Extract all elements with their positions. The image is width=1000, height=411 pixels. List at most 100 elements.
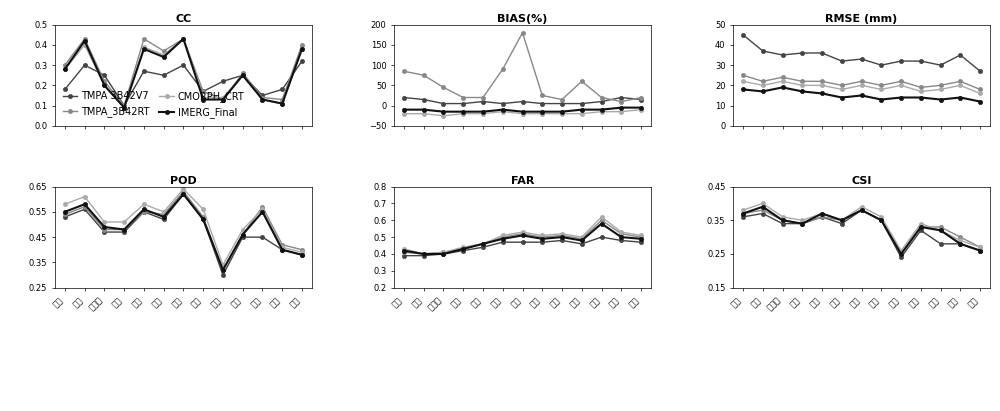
TMPA 3B42V7 [875,62,887,67]
TMPA_3B42RT [158,48,170,53]
IMERG_Final [497,236,509,241]
TMPA 3B42V7 [974,69,986,74]
IMERG_Final [615,105,627,110]
TMPA 3B42V7 [398,253,410,258]
CMORPH_CRT [217,263,229,268]
IMERG_Final [576,107,588,112]
TMPA_3B42RT [256,204,268,209]
TMPA_3B42RT [615,231,627,236]
TMPA_3B42RT [556,97,568,102]
TMPA_3B42RT [536,235,548,240]
IMERG_Final [836,95,848,100]
IMERG_Final [98,83,110,88]
IMERG_Final [895,252,907,256]
TMPA_3B42RT [777,218,789,223]
TMPA 3B42V7 [816,215,828,219]
TMPA_3B42RT [197,215,209,219]
IMERG_Final [256,97,268,102]
CMORPH_CRT [296,46,308,51]
CMORPH_CRT [177,36,189,41]
Line: TMPA_3B42RT: TMPA_3B42RT [741,208,982,256]
Title: CSI: CSI [851,176,872,186]
TMPA 3B42V7 [777,53,789,58]
TMPA_3B42RT [915,85,927,90]
IMERG_Final [915,95,927,100]
TMPA_3B42RT [737,211,749,216]
TMPA_3B42RT [79,36,91,41]
CMORPH_CRT [895,248,907,253]
CMORPH_CRT [158,209,170,214]
Line: TMPA 3B42V7: TMPA 3B42V7 [63,192,304,277]
IMERG_Final [79,38,91,43]
CMORPH_CRT [615,109,627,114]
TMPA 3B42V7 [556,238,568,243]
IMERG_Final [895,95,907,100]
CMORPH_CRT [556,231,568,236]
CMORPH_CRT [954,238,966,243]
TMPA 3B42V7 [497,240,509,245]
CMORPH_CRT [777,215,789,219]
TMPA 3B42V7 [556,101,568,106]
IMERG_Final [276,101,288,106]
TMPA 3B42V7 [516,99,528,104]
TMPA_3B42RT [516,231,528,236]
TMPA_3B42RT [398,250,410,255]
TMPA 3B42V7 [237,73,249,78]
TMPA_3B42RT [418,73,430,78]
IMERG_Final [59,209,71,214]
TMPA 3B42V7 [576,241,588,246]
TMPA 3B42V7 [418,97,430,102]
TMPA 3B42V7 [477,245,489,250]
IMERG_Final [118,227,130,232]
CMORPH_CRT [816,211,828,216]
CMORPH_CRT [915,89,927,94]
TMPA_3B42RT [836,218,848,223]
CMORPH_CRT [536,111,548,116]
IMERG_Final [777,85,789,90]
TMPA_3B42RT [796,79,808,84]
TMPA 3B42V7 [796,51,808,55]
IMERG_Final [856,208,868,212]
CMORPH_CRT [197,95,209,100]
TMPA 3B42V7 [576,101,588,106]
Line: TMPA_3B42RT: TMPA_3B42RT [741,73,982,92]
CMORPH_CRT [576,111,588,116]
TMPA 3B42V7 [217,272,229,277]
IMERG_Final [457,247,469,252]
TMPA 3B42V7 [757,211,769,216]
TMPA_3B42RT [118,227,130,232]
IMERG_Final [138,46,150,51]
IMERG_Final [296,46,308,51]
CMORPH_CRT [477,241,489,246]
CMORPH_CRT [615,230,627,235]
IMERG_Final [954,241,966,246]
Line: CMORPH_CRT: CMORPH_CRT [741,79,982,95]
IMERG_Final [98,224,110,229]
TMPA_3B42RT [177,189,189,194]
IMERG_Final [536,109,548,114]
TMPA_3B42RT [457,247,469,252]
CMORPH_CRT [256,97,268,102]
TMPA_3B42RT [197,89,209,94]
TMPA 3B42V7 [237,235,249,240]
TMPA 3B42V7 [915,228,927,233]
TMPA 3B42V7 [457,101,469,106]
IMERG_Final [59,67,71,72]
Line: CMORPH_CRT: CMORPH_CRT [741,201,982,253]
Legend: TMPA 3B42V7, TMPA_3B42RT, CMORPH_CRT, IMERG_Final: TMPA 3B42V7, TMPA_3B42RT, CMORPH_CRT, IM… [60,88,248,121]
CMORPH_CRT [437,113,449,118]
CMORPH_CRT [737,79,749,84]
TMPA_3B42RT [757,208,769,212]
TMPA_3B42RT [237,232,249,237]
TMPA_3B42RT [418,252,430,256]
IMERG_Final [256,209,268,214]
CMORPH_CRT [836,218,848,223]
TMPA 3B42V7 [836,221,848,226]
TMPA 3B42V7 [296,252,308,257]
CMORPH_CRT [516,111,528,116]
TMPA_3B42RT [816,215,828,219]
CMORPH_CRT [437,250,449,255]
CMORPH_CRT [875,87,887,92]
CMORPH_CRT [59,67,71,72]
TMPA_3B42RT [856,208,868,212]
